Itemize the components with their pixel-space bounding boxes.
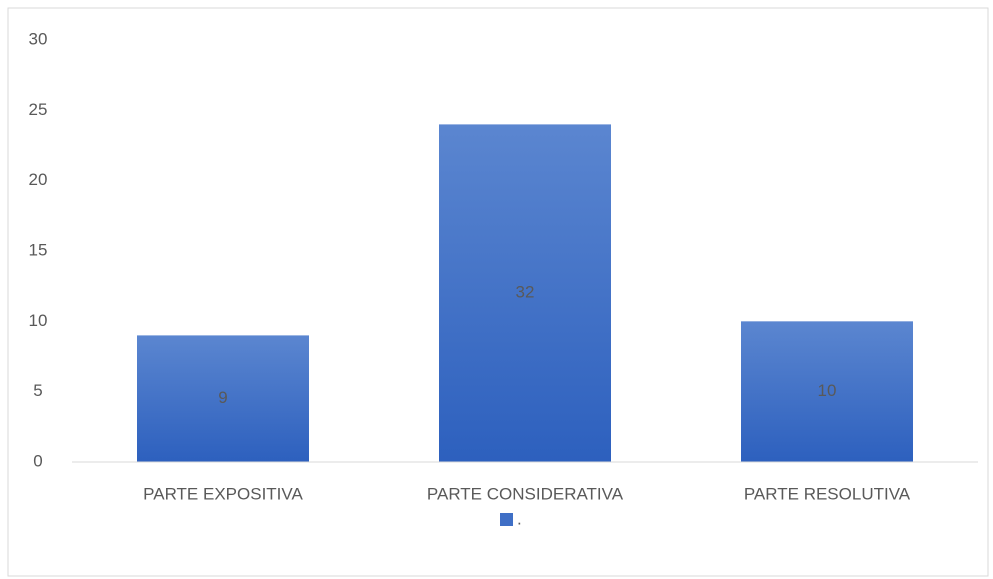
x-tick-label: PARTE EXPOSITIVA bbox=[143, 484, 303, 503]
bar bbox=[439, 124, 611, 463]
y-tick-label: 0 bbox=[33, 451, 42, 470]
legend-label: . bbox=[517, 509, 522, 528]
bar bbox=[741, 321, 913, 462]
x-tick-label: PARTE CONSIDERATIVA bbox=[427, 484, 624, 503]
y-tick-label: 25 bbox=[29, 100, 48, 119]
x-tick-label: PARTE RESOLUTIVA bbox=[744, 484, 911, 503]
data-label: 9 bbox=[218, 388, 227, 407]
legend-swatch bbox=[500, 513, 513, 526]
bar bbox=[137, 335, 309, 462]
y-tick-label: 10 bbox=[29, 311, 48, 330]
data-label: 10 bbox=[818, 381, 837, 400]
y-tick-label: 15 bbox=[29, 240, 48, 259]
y-tick-label: 5 bbox=[33, 381, 42, 400]
y-tick-label: 30 bbox=[29, 29, 48, 48]
y-tick-label: 20 bbox=[29, 170, 48, 189]
data-label: 32 bbox=[516, 283, 535, 302]
